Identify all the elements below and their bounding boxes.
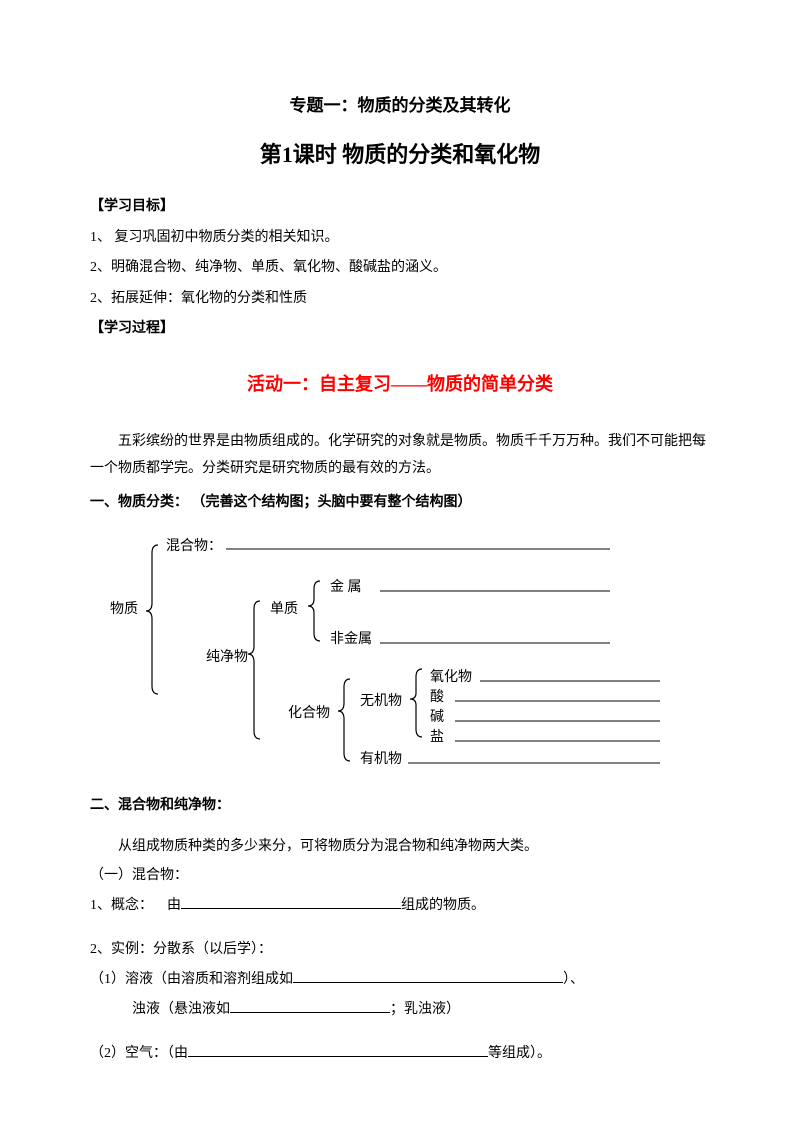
node-compound: 化合物 — [288, 701, 330, 728]
topic-title: 专题一：物质的分类及其转化 — [90, 90, 710, 122]
classification-diagram: 物质 混合物： 纯净物 单质 金 属 非金属 化合物 无机物 氧化物 酸 碱 盐… — [110, 531, 690, 781]
text-fragment: 1、概念： 由 — [90, 898, 181, 913]
section-b-heading: 二、混合物和纯净物： — [90, 793, 710, 820]
lesson-title: 第1课时 物质的分类和氧化物 — [90, 134, 710, 176]
sec2-suspension: 浊液（悬浊液如 ；乳浊液） — [90, 997, 710, 1024]
goal-item: 1、 复习巩固初中物质分类的相关知识。 — [90, 225, 710, 252]
sec2-yi: （一）混合物： — [90, 863, 710, 890]
blank-fill — [188, 1042, 488, 1057]
node-root: 物质 — [110, 597, 138, 624]
page-root: 专题一：物质的分类及其转化 第1课时 物质的分类和氧化物 【学习目标】 1、 复… — [0, 0, 800, 1131]
section-a-heading: 一、物质分类： （完善这个结构图；头脑中要有整个结构图） — [90, 490, 710, 517]
blank-fill — [181, 894, 401, 909]
sec2-air: （2）空气：（由 等组成）。 — [90, 1041, 710, 1068]
activity-heading: 活动一：自主复习——物质的简单分类 — [90, 367, 710, 401]
node-metal: 金 属 — [330, 575, 362, 602]
text-fragment: ；乳浊液） — [390, 1002, 460, 1017]
node-salt: 盐 — [430, 725, 444, 752]
intro-paragraph: 五彩缤纷的世界是由物质组成的。化学研究的对象就是物质。物质千千万万种。我们不可能… — [90, 429, 710, 482]
text-fragment: 等组成）。 — [488, 1046, 551, 1061]
sec2-intro: 从组成物质种类的多少来分，可将物质分为混合物和纯净物两大类。 — [90, 834, 710, 861]
goals-label: 【学习目标】 — [90, 194, 710, 221]
goal-item: 2、明确混合物、纯净物、单质、氧化物、酸碱盐的涵义。 — [90, 255, 710, 282]
node-nonmetal: 非金属 — [330, 627, 372, 654]
sec2-example-head: 2、实例：分散系（以后学）： — [90, 937, 710, 964]
goal-item: 2、拓展延伸：氧化物的分类和性质 — [90, 286, 710, 313]
section-b-body: 从组成物质种类的多少来分，可将物质分为混合物和纯净物两大类。 （一）混合物： 1… — [90, 834, 710, 1068]
node-simple: 单质 — [270, 597, 298, 624]
sec2-solution: （1）溶液（由溶质和溶剂组成如 ）、 — [90, 967, 710, 994]
node-mixture: 混合物： — [166, 534, 222, 561]
blank-fill — [230, 998, 390, 1013]
text-fragment: 浊液（悬浊液如 — [132, 1002, 230, 1017]
process-label: 【学习过程】 — [90, 316, 710, 343]
blank-fill — [293, 968, 563, 983]
goals-list: 1、 复习巩固初中物质分类的相关知识。 2、明确混合物、纯净物、单质、氧化物、酸… — [90, 225, 710, 313]
text-fragment: 组成的物质。 — [401, 898, 485, 913]
node-inorganic: 无机物 — [360, 689, 402, 716]
node-organic: 有机物 — [360, 747, 402, 774]
node-pure: 纯净物 — [206, 645, 248, 672]
text-fragment: ）、 — [563, 972, 584, 987]
sec2-concept: 1、概念： 由 组成的物质。 — [90, 893, 710, 920]
text-fragment: （1）溶液（由溶质和溶剂组成如 — [90, 972, 293, 987]
text-fragment: （2）空气：（由 — [90, 1046, 188, 1061]
